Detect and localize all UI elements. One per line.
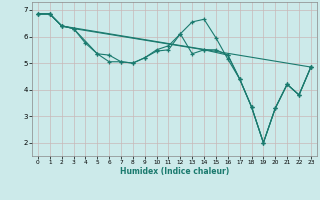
X-axis label: Humidex (Indice chaleur): Humidex (Indice chaleur) [120,167,229,176]
